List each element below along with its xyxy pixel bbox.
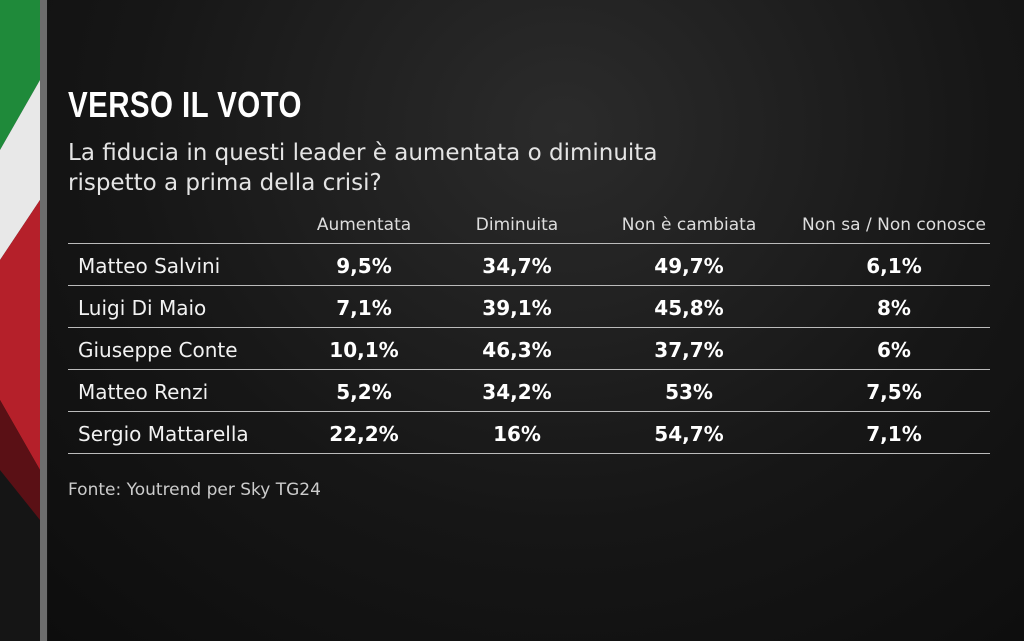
source: Fonte: Youtrend per Sky TG24 — [68, 480, 321, 500]
column-header: Non è cambiata — [621, 215, 757, 235]
row-divider — [68, 453, 990, 454]
cell: 7,1% — [336, 296, 392, 320]
column-header: Non sa / Non conosce — [802, 215, 986, 235]
row-label: Matteo Renzi — [78, 380, 209, 404]
cell: 34,2% — [482, 380, 552, 404]
subtitle: La fiducia in questi leader è aumentata … — [68, 140, 658, 166]
cell: 22,2% — [329, 422, 399, 446]
row-divider — [68, 243, 990, 244]
row-divider — [68, 411, 990, 412]
cell: 39,1% — [482, 296, 552, 320]
cell: 8% — [877, 296, 911, 320]
cell: 6,1% — [866, 254, 922, 278]
cell: 10,1% — [329, 338, 399, 362]
cell: 53% — [665, 380, 713, 404]
row-label: Matteo Salvini — [78, 254, 221, 278]
cell: 54,7% — [654, 422, 724, 446]
cell: 6% — [877, 338, 911, 362]
row-divider — [68, 369, 990, 370]
column-header: Diminuita — [475, 215, 559, 235]
row-label: Giuseppe Conte — [78, 338, 238, 362]
cell: 34,7% — [482, 254, 552, 278]
row-label: Sergio Mattarella — [78, 422, 249, 446]
flag-decoration — [0, 0, 48, 641]
cell: 45,8% — [654, 296, 724, 320]
cell: 7,1% — [866, 422, 922, 446]
cell: 7,5% — [866, 380, 922, 404]
subtitle: rispetto a prima della crisi? — [68, 170, 382, 196]
title: VERSO IL VOTO — [68, 84, 302, 125]
row-divider — [68, 327, 990, 328]
cell: 16% — [493, 422, 541, 446]
row-divider — [68, 285, 990, 286]
cell: 9,5% — [336, 254, 392, 278]
cell: 46,3% — [482, 338, 552, 362]
row-label: Luigi Di Maio — [78, 296, 207, 320]
cell: 37,7% — [654, 338, 724, 362]
cell: 5,2% — [336, 380, 392, 404]
cell: 49,7% — [654, 254, 724, 278]
column-header: Aumentata — [316, 215, 412, 235]
